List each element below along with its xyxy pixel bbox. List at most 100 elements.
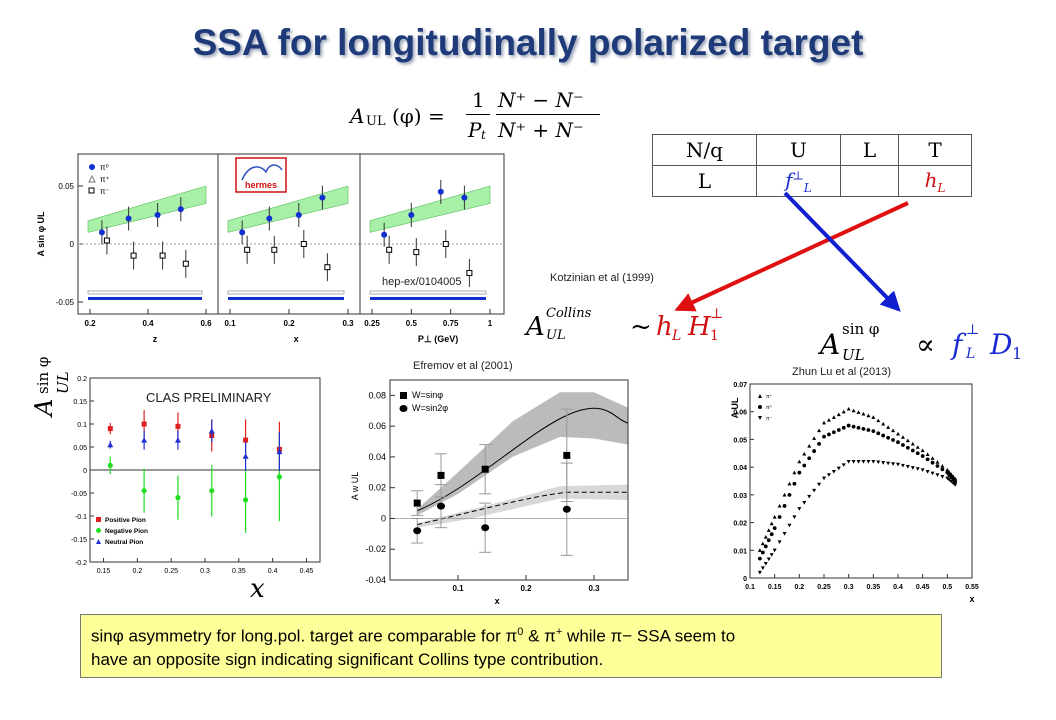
- zhun-point-pim: [851, 460, 856, 464]
- conclusion-text-b: while: [562, 626, 611, 646]
- zhun-point-pi0: [846, 423, 851, 428]
- zhun-point-pip: [925, 452, 930, 456]
- efremov-legend-label: W=sin2φ: [412, 403, 448, 413]
- zhun-point-pip: [836, 412, 841, 417]
- zhun-point-pim: [891, 462, 896, 466]
- zhun-point-pi0: [777, 515, 782, 519]
- zhun-xtick-label: 0.55: [965, 584, 979, 591]
- hep-label: hep-ex/0104005: [380, 276, 464, 288]
- efremov-ytick-label: -0.02: [365, 544, 386, 554]
- table-header: N/q: [652, 134, 757, 166]
- hermes-legend-marker: [89, 164, 95, 170]
- hermes-point-pi0: [125, 215, 132, 222]
- table-header: U: [755, 134, 841, 166]
- zhun-ytick-label: 0.01: [733, 548, 747, 555]
- hermes-point-pim: [244, 246, 251, 253]
- hermes-point-pi0: [239, 229, 246, 236]
- zhun-point-pip: [826, 418, 831, 422]
- hermes-model-band: [87, 185, 207, 233]
- zhun-point-pip: [856, 410, 861, 414]
- conclusion-text-a: asymmetry for long.pol. target are compa…: [123, 626, 506, 646]
- zhun-point-pip: [886, 425, 891, 429]
- blue-arrow: [783, 191, 901, 312]
- zhun-point-pip: [769, 521, 774, 526]
- clas-ytick-label: -0.15: [71, 537, 87, 544]
- collins-sup: Collins: [546, 306, 592, 321]
- zhun-point-pim: [881, 461, 886, 465]
- zhun-xtick-label: 0.15: [768, 584, 782, 591]
- zhun-point-pim: [763, 561, 768, 566]
- zhun-point-pip: [841, 409, 846, 414]
- zhun-xtick-label: 0.35: [867, 584, 881, 591]
- sinphi-f-sup: ⊥: [966, 322, 980, 338]
- hermes-systematic-band: [88, 297, 202, 300]
- zhun-point-pim: [807, 494, 812, 499]
- efremov-ylabel: A w UL: [350, 472, 360, 501]
- table-f: f: [785, 167, 793, 192]
- table-header: T: [898, 134, 972, 166]
- zhun-point-pim: [900, 463, 905, 468]
- hermes-point-pim: [442, 241, 449, 247]
- zhun-point-pim: [846, 460, 851, 464]
- zhun-point-pi0: [920, 454, 925, 458]
- hermes-point-pi0: [437, 188, 444, 195]
- zhun-point-pim: [920, 468, 925, 472]
- zhun-ytick-label: 0.07: [733, 382, 747, 389]
- zhun-point-pip: [910, 441, 915, 446]
- zhun-point-pi0: [930, 460, 935, 465]
- hermes-point-pim: [300, 241, 307, 247]
- efremov-ytick-label: 0: [381, 513, 386, 523]
- clas-point-neutral: [276, 448, 283, 455]
- zhun-point-pim: [947, 478, 952, 482]
- clas-point-positive: [107, 426, 113, 432]
- clas-ytick-label: 0.05: [73, 445, 87, 452]
- efremov-curve-sin: [417, 407, 629, 512]
- clas-xtick-label: 0.2: [132, 568, 142, 575]
- zhun-point-pim: [826, 473, 831, 477]
- zhun-point-pip: [881, 421, 886, 426]
- zhun-point-pip: [777, 503, 782, 508]
- hermes-systematic-band-outline: [369, 290, 487, 295]
- clas-point-positive: [141, 421, 147, 427]
- zhun-point-pi0: [797, 470, 802, 475]
- zhun-point-pi0: [915, 451, 920, 456]
- zhun-point-pim: [886, 461, 891, 466]
- hermes-point-pim: [271, 246, 278, 253]
- clas-point-negative: [276, 474, 283, 480]
- zhun-point-pip: [945, 467, 950, 472]
- zhun-point-pim: [836, 466, 841, 471]
- zhun-point-pim: [949, 479, 954, 484]
- conclusion-pi0: π: [505, 626, 518, 646]
- formula-denominator: N⁺ + N⁻: [498, 118, 584, 142]
- zhun-point-pi0: [876, 431, 881, 436]
- zhun-point-pip: [760, 541, 765, 546]
- zhun-ytick-label: 0.02: [733, 521, 747, 528]
- clas-point-negative: [242, 497, 249, 503]
- hermes-point-pim: [386, 246, 393, 253]
- zhun-point-pi0: [772, 526, 777, 531]
- hermes-point-pi0: [408, 212, 415, 218]
- hermes-xlabel: P⊥ (GeV): [418, 334, 458, 344]
- sinphi-D: D: [990, 328, 1013, 361]
- hermes-xlabel: z: [153, 334, 158, 344]
- zhun-point-pi0: [905, 445, 910, 450]
- collins-H-sup: ⊥: [710, 306, 724, 322]
- zhun-point-pip: [772, 515, 777, 519]
- clas-point-neutral: [174, 437, 181, 443]
- zhun-point-pi0: [782, 504, 787, 508]
- conclusion-pip: π: [544, 626, 556, 646]
- zhun-point-pim: [930, 471, 935, 476]
- zhun-point-pi0: [787, 492, 792, 497]
- collins-A: A: [526, 312, 545, 342]
- hermes-xtick-label: 0.6: [200, 319, 212, 328]
- zhun-point-pim: [792, 515, 797, 520]
- conclusion-pi0-sup: 0: [517, 626, 524, 638]
- hermes-ytick-label: 0: [70, 240, 75, 249]
- zhun-lu-chart: 0.07 0.06 0.05 0.04 0.03 0.02 0.01 00.1 0.15 0.2 0…: [730, 382, 979, 604]
- clas-xtick-label: 0.15: [97, 568, 111, 575]
- table-row-label: L: [652, 165, 757, 197]
- zhun-point-pip: [871, 415, 876, 419]
- zhun-point-pip: [861, 411, 866, 416]
- zhun-point-pi0: [886, 435, 891, 440]
- hermes-point-pi0: [295, 212, 302, 218]
